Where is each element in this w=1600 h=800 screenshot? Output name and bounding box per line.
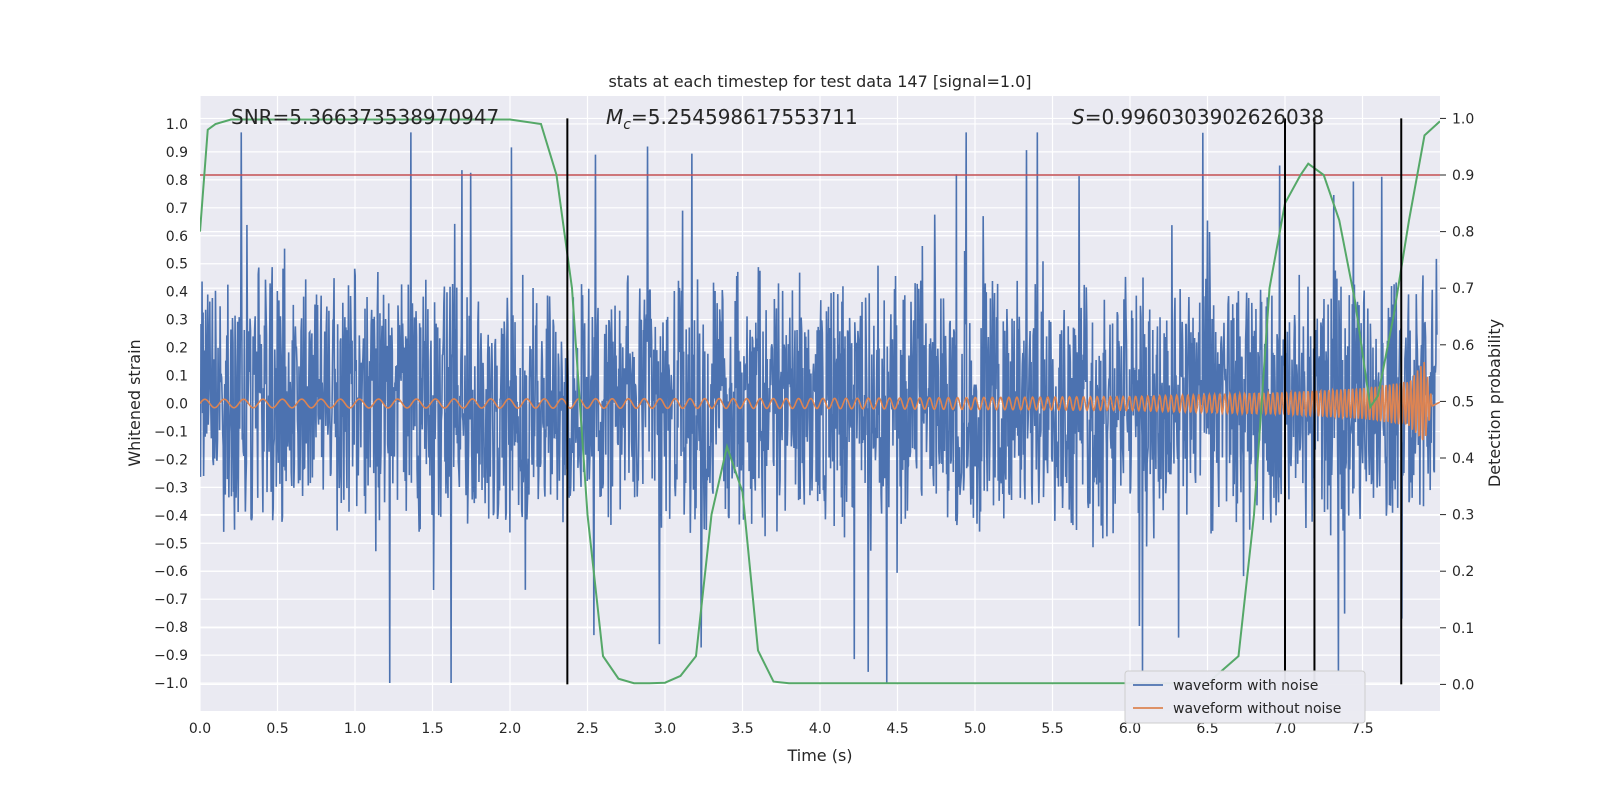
series-waveform-without-noise bbox=[200, 362, 1440, 441]
y-tick-label: −1.0 bbox=[154, 676, 188, 692]
x-tick-label: 0.0 bbox=[189, 721, 211, 737]
y2-tick-label: 0.0 bbox=[1452, 677, 1474, 693]
y-tick-label: 0.7 bbox=[166, 201, 188, 217]
legend: waveform with noise waveform without noi… bbox=[1124, 670, 1366, 724]
snr-annotation: SNR=5.366373538970947 bbox=[231, 105, 499, 129]
chirp-mass-value: =5.254598617553711 bbox=[631, 105, 858, 129]
legend-label-clean: waveform without noise bbox=[1173, 701, 1341, 717]
y2-tick-label: 0.8 bbox=[1452, 225, 1474, 241]
x-tick-label: 1.5 bbox=[421, 721, 443, 737]
y-tick-label: 0.4 bbox=[166, 285, 188, 301]
y-tick-label: 0.1 bbox=[166, 369, 188, 385]
y-tick-label: −0.8 bbox=[154, 620, 188, 636]
y-tick-label: 0.3 bbox=[166, 313, 188, 329]
y-tick-label: 0.9 bbox=[166, 145, 188, 161]
y-tick-label: −0.1 bbox=[154, 424, 188, 440]
x-tick-label: 0.5 bbox=[266, 721, 288, 737]
y2-tick-label: 0.4 bbox=[1452, 451, 1474, 467]
y2-tick-label: 0.9 bbox=[1452, 168, 1474, 184]
x-tick-label: 7.0 bbox=[1274, 721, 1296, 737]
y-tick-label: −0.7 bbox=[154, 592, 188, 608]
x-tick-label: 4.5 bbox=[886, 721, 908, 737]
y2-tick-label: 0.3 bbox=[1452, 508, 1474, 524]
x-axis-label: Time (s) bbox=[786, 746, 852, 765]
legend-box bbox=[1124, 670, 1366, 724]
y2-tick-label: 0.6 bbox=[1452, 338, 1474, 354]
y-tick-label: −0.9 bbox=[154, 648, 188, 664]
x-tick-label: 7.5 bbox=[1351, 721, 1373, 737]
y-tick-label: −0.3 bbox=[154, 480, 188, 496]
chart-title: stats at each timestep for test data 147… bbox=[608, 72, 1031, 91]
y-tick-label: 0.0 bbox=[166, 397, 188, 413]
y2-tick-label: 0.7 bbox=[1452, 281, 1474, 297]
y-tick-label: 0.5 bbox=[166, 257, 188, 273]
y-tick-label: 0.6 bbox=[166, 229, 188, 245]
y-tick-label: 1.0 bbox=[166, 117, 188, 133]
s-value: =0.9960303902626038 bbox=[1085, 105, 1324, 129]
y2-tick-label: 0.5 bbox=[1452, 394, 1474, 410]
x-tick-label: 6.0 bbox=[1119, 721, 1141, 737]
y-tick-label: 0.8 bbox=[166, 173, 188, 189]
y-tick-label: −0.6 bbox=[154, 564, 188, 580]
y2-tick-label: 1.0 bbox=[1452, 111, 1474, 127]
y-tick-label: −0.2 bbox=[154, 452, 188, 468]
x-tick-label: 1.0 bbox=[344, 721, 366, 737]
y-tick-label: 0.2 bbox=[166, 341, 188, 357]
s-annotation: S=0.9960303902626038 bbox=[1072, 105, 1324, 129]
x-tick-label: 4.0 bbox=[809, 721, 831, 737]
x-tick-label: 6.5 bbox=[1196, 721, 1218, 737]
x-tick-label: 2.5 bbox=[576, 721, 598, 737]
series-detection-probability bbox=[200, 118, 1440, 685]
chirp-mass-annotation: Mc=5.254598617553711 bbox=[606, 105, 858, 133]
x-tick-label: 2.0 bbox=[499, 721, 521, 737]
x-tick-label: 5.0 bbox=[964, 721, 986, 737]
y-tick-label: −0.5 bbox=[154, 536, 188, 552]
y-axis-label: Whitened strain bbox=[125, 339, 144, 466]
y-tick-label: −0.4 bbox=[154, 508, 188, 524]
y2-tick-label: 0.1 bbox=[1452, 621, 1474, 637]
x-tick-label: 3.5 bbox=[731, 721, 753, 737]
legend-label-noise: waveform with noise bbox=[1173, 678, 1318, 694]
y2-axis-label: Detection probability bbox=[1485, 319, 1504, 487]
x-tick-label: 3.0 bbox=[654, 721, 676, 737]
x-tick-label: 5.5 bbox=[1041, 721, 1063, 737]
y2-tick-label: 0.2 bbox=[1452, 564, 1474, 580]
